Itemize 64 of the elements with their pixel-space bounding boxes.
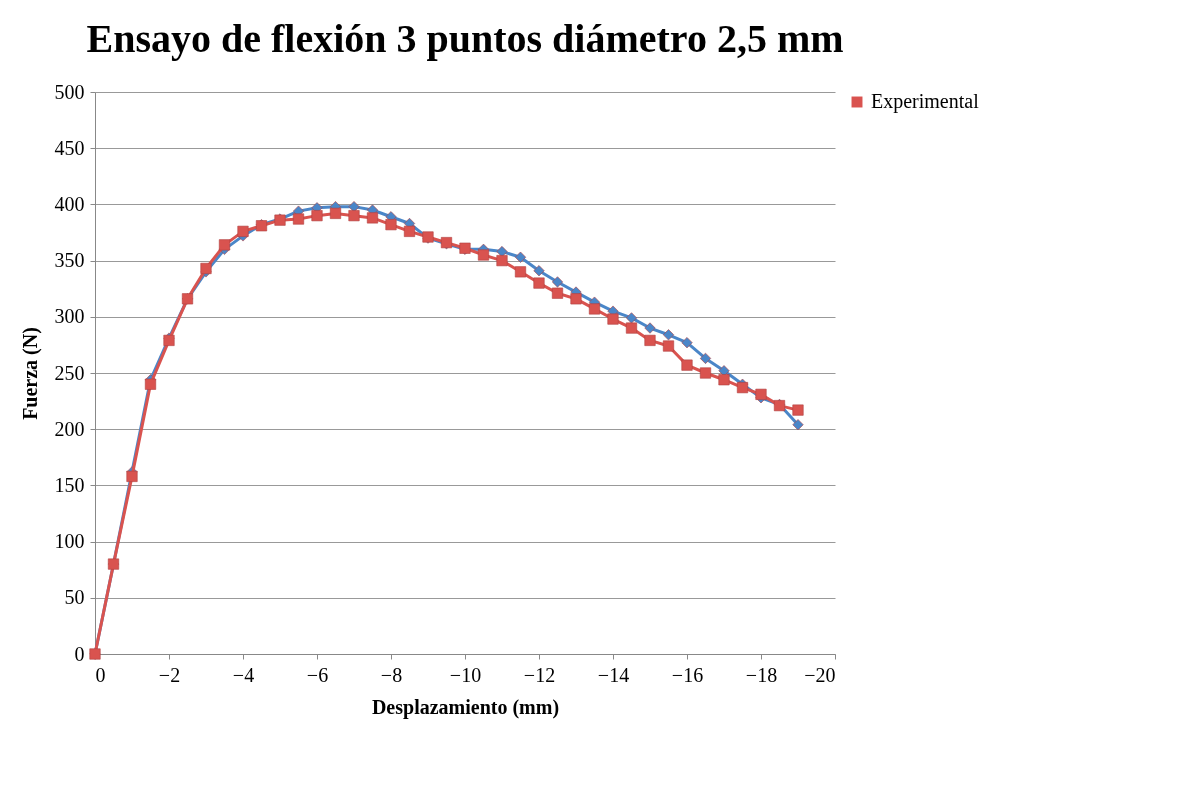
x-tick-label: −16 (671, 663, 704, 686)
point (644, 322, 656, 334)
point (311, 210, 323, 222)
y-tick-label: 150 (54, 473, 85, 496)
y-tick-label: 450 (54, 136, 85, 159)
x-tick-label: −20 (804, 663, 836, 686)
y-axis-title: Fuerza (N) (18, 327, 42, 420)
y-tick-label: 500 (54, 80, 85, 103)
legend-label: Experimental (871, 90, 980, 113)
point (366, 212, 379, 224)
point (218, 239, 231, 251)
x-tick-label: −2 (158, 663, 181, 686)
point (570, 293, 582, 305)
point (792, 419, 804, 431)
point (385, 219, 397, 231)
point (514, 266, 527, 278)
point (699, 352, 712, 364)
x-tick-label: −18 (745, 663, 778, 686)
x-axis-title: Desplazamiento (mm) (371, 695, 560, 719)
point (736, 382, 749, 394)
x-tick-label: −4 (232, 663, 255, 686)
x-tick-label: 0 (95, 663, 106, 686)
y-tick-label: 50 (64, 586, 85, 609)
point (588, 303, 601, 315)
point (514, 251, 527, 263)
y-tick-label: 400 (54, 192, 85, 215)
point (126, 470, 138, 482)
y-tick-label: 300 (54, 305, 85, 328)
y-tick-label: 250 (54, 361, 85, 384)
x-tick-label: −12 (523, 663, 556, 686)
point (792, 404, 804, 416)
point (644, 334, 656, 346)
x-tick-label: −6 (306, 663, 329, 686)
y-tick-label: 0 (74, 642, 85, 665)
y-tick-label: 350 (54, 249, 85, 272)
point (533, 277, 545, 289)
x-tick-label: −8 (380, 663, 403, 686)
x-tick-label: −10 (449, 663, 482, 686)
point (625, 312, 638, 324)
x-tick-label: −14 (597, 663, 630, 686)
point (477, 249, 490, 261)
point (681, 359, 693, 371)
point (551, 276, 564, 288)
point (292, 213, 305, 225)
point (755, 388, 767, 400)
point (329, 207, 342, 219)
y-tick-label: 200 (54, 417, 85, 440)
point (551, 287, 564, 299)
point (200, 262, 212, 275)
y-tick-label: 100 (54, 530, 85, 553)
point (662, 329, 675, 341)
point (403, 225, 416, 237)
point (144, 378, 157, 390)
point (496, 255, 508, 267)
point (699, 367, 712, 379)
point (237, 225, 249, 237)
point (718, 374, 730, 386)
point (681, 337, 693, 349)
point (607, 313, 619, 325)
chart-title: Ensayo de flexión 3 puntos diámetro 2,5 mm (86, 16, 844, 61)
point (625, 322, 638, 334)
point (533, 265, 545, 277)
point (662, 340, 675, 352)
point (348, 210, 360, 222)
